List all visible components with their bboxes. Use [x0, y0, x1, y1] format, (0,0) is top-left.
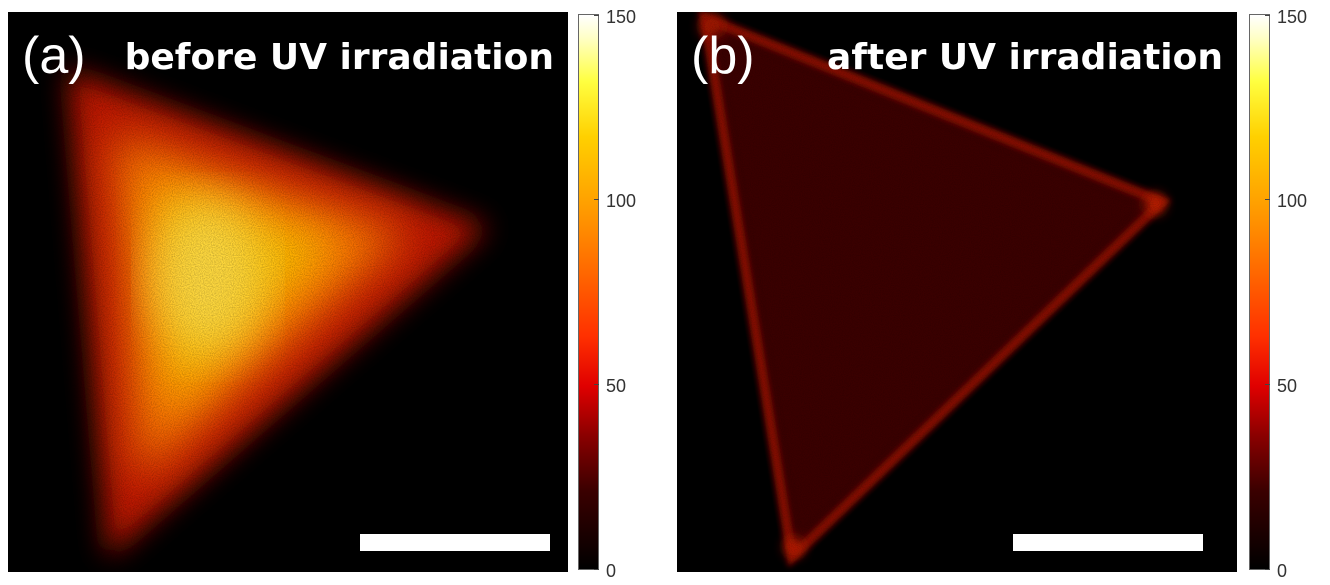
triangle-fluorescence-before [8, 12, 568, 572]
colorbar-b-tick [1265, 15, 1270, 16]
panel-b-label: (b) [691, 27, 755, 85]
panel-a-colorbar [578, 14, 599, 570]
panel-a-image: (a) before UV irradiation [8, 12, 568, 572]
panel-b-title: after UV irradiation [827, 37, 1223, 78]
colorbar-a-label-150: 150 [606, 7, 637, 27]
colorbar-a-label-50: 50 [606, 376, 627, 396]
colorbar-b-label-50: 50 [1277, 376, 1298, 396]
panel-b-colorbar [1249, 14, 1270, 570]
colorbar-b-tick [1265, 199, 1270, 200]
colorbar-a-label-100: 100 [606, 191, 637, 211]
colorbar-b-tick [1265, 569, 1270, 570]
panel-b-image: (b) after UV irradiation [677, 12, 1237, 572]
colorbar-b-label-150: 150 [1277, 7, 1308, 27]
panel-a-label: (a) [22, 27, 86, 85]
colorbar-b-label-0: 0 [1277, 561, 1288, 581]
panel-a-title: before UV irradiation [124, 37, 554, 78]
colorbar-a-tick [594, 384, 599, 385]
panel-b-scale-bar [1013, 534, 1203, 551]
colorbar-a-tick [594, 199, 599, 200]
colorbar-a-tick [594, 15, 599, 16]
colorbar-b-tick [1265, 384, 1270, 385]
colorbar-a-label-0: 0 [606, 561, 617, 581]
triangle-fluorescence-after [677, 12, 1237, 572]
colorbar-b-label-100: 100 [1277, 191, 1308, 211]
colorbar-a-tick [594, 569, 599, 570]
panel-a-scale-bar [360, 534, 550, 551]
